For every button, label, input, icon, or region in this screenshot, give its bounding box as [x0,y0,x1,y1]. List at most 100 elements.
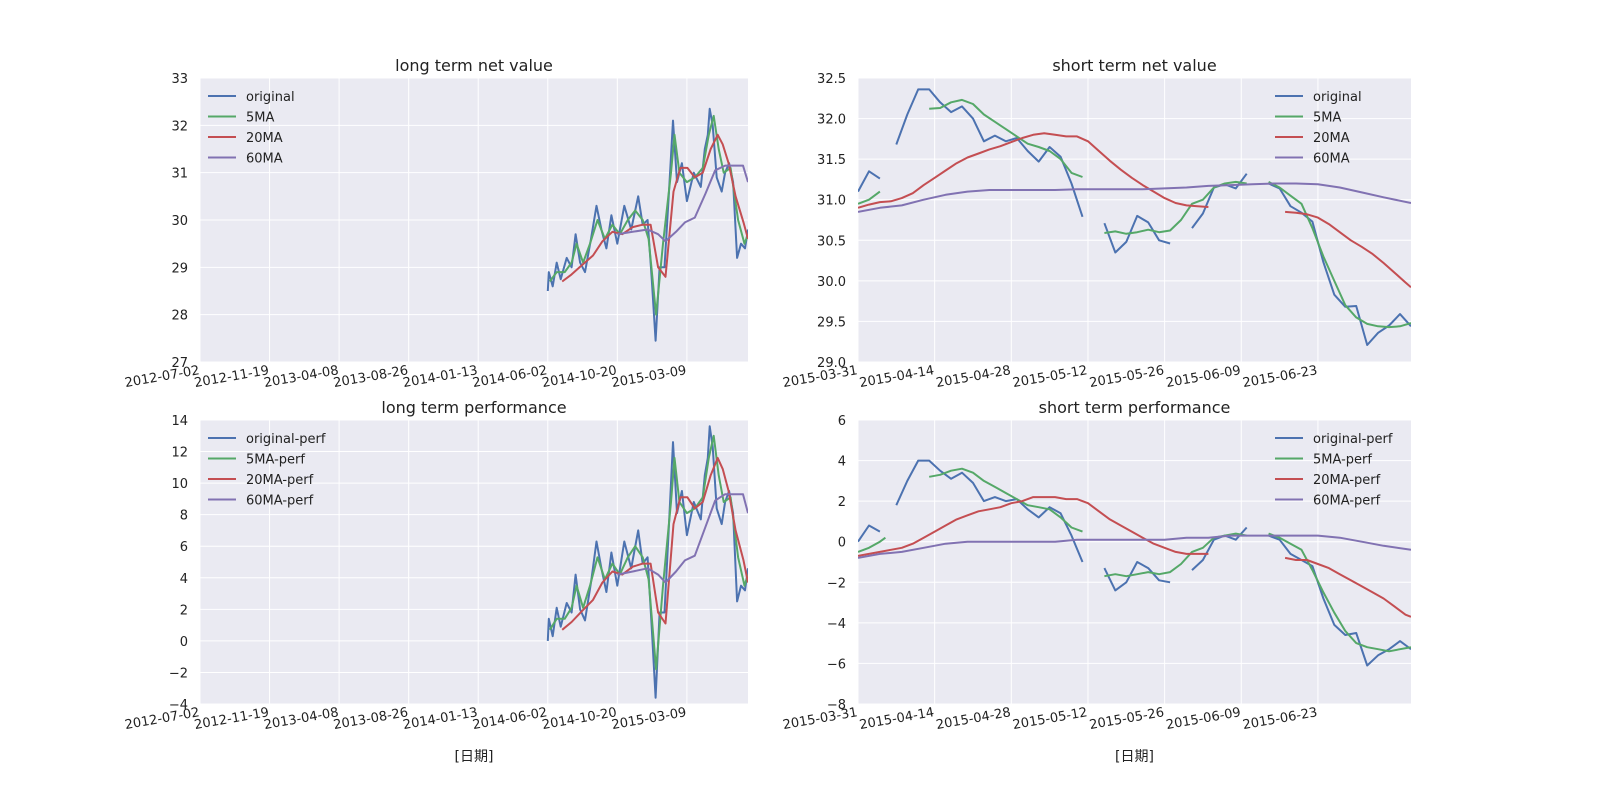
y-tick-label: 29.5 [817,315,846,330]
chart-title: long term net value [395,56,553,75]
x-tick-label: 2012-11-19 [193,705,270,733]
y-tick-label: 31.0 [817,194,846,209]
x-tick-label: 2013-04-08 [263,705,340,733]
x-tick-label: 2015-04-28 [935,705,1012,733]
y-tick-label: −6 [827,657,846,672]
legend: original-perf 5MA-perf 20MA-perf 60MA-perf [208,432,326,509]
series-group [546,425,748,699]
y-tick-label: −4 [169,698,188,713]
series-line-20MA-perf [1284,556,1411,618]
y-tick-label: 2 [180,603,188,618]
series-line-original-perf [895,459,1084,563]
x-tick-label: 2014-01-13 [402,363,479,391]
legend-label: 20MA-perf [246,473,314,488]
series-line-5MA-perf [548,434,748,671]
x-tick-label: 2014-01-13 [402,705,479,733]
x-tick-label: 2015-05-26 [1088,705,1165,733]
legend: original 5MA 20MA 60MA [208,90,295,167]
y-tick-label: 32.5 [817,72,846,87]
x-tick-label: 2014-10-20 [541,363,618,391]
y-tick-label: 32 [171,119,188,134]
series-line-original-perf [858,524,881,543]
x-tick-label: 2014-06-02 [471,705,548,733]
y-tick-label: 29.0 [817,356,846,371]
series-line-5MA [1104,180,1247,235]
series-group [858,459,1411,667]
x-tick-label: 2014-10-20 [541,705,618,733]
y-tick-label: 30 [171,214,188,229]
x-tick-label: 2014-06-02 [471,363,548,391]
legend-label: 20MA [1313,131,1350,146]
legend: original 5MA 20MA 60MA [1275,90,1362,167]
y-tick-label: 4 [180,572,188,587]
series-line-20MA [561,133,748,283]
series-line-20MA-perf [858,496,1209,557]
short-net-panel: 29.029.530.030.531.031.532.032.52015-03-… [782,56,1411,391]
long-perf-panel: −4−2024681012142012-07-022012-11-192013-… [124,398,748,765]
legend: original-perf 5MA-perf 20MA-perf 60MA-perf [1275,432,1393,509]
x-tick-label: 2012-07-02 [124,363,201,391]
y-tick-label: 31.5 [817,153,846,168]
series-line-60MA [617,164,748,243]
y-tick-label: 6 [180,540,188,555]
y-tick-label: 30.5 [817,234,846,249]
legend-label: 5MA [246,111,274,126]
legend-label: original [246,90,295,105]
long-net-panel: 272829303132332012-07-022012-11-192013-0… [124,56,748,391]
y-tick-label: −2 [827,576,846,591]
series-line-5MA [548,114,748,316]
x-tick-label: 2015-05-12 [1012,363,1089,391]
legend-label: original-perf [246,432,326,447]
y-tick-label: 14 [171,414,188,429]
legend-label: original-perf [1313,432,1393,447]
y-tick-label: 12 [171,446,188,461]
chart-title: short term net value [1052,56,1216,75]
series-line-original-perf [1103,561,1171,592]
series-line-60MA-perf [617,493,748,584]
x-tick-label: 2015-03-09 [611,705,688,733]
y-tick-label: 28 [171,309,188,324]
legend-label: 60MA-perf [1313,494,1381,509]
x-tick-label: 2015-04-14 [858,705,935,733]
y-tick-label: 6 [838,414,846,429]
y-tick-label: −4 [827,617,846,632]
x-axis-label: [日期] [1115,749,1154,765]
short-perf-panel: −8 −6 −4 −2 0 2 4 6 2015-03-31 2015-04-14 2015-04-… [782,398,1411,765]
y-tick-label: 32.0 [817,113,846,128]
series-line-5MA [1268,181,1411,329]
x-tick-label: 2015-06-09 [1165,363,1242,391]
y-tick-label: 27 [171,356,188,371]
y-tick-label: 0 [838,536,846,551]
series-line-5MA-perf [858,536,886,553]
y-tick-label: 8 [180,509,188,524]
legend-label: 60MA-perf [246,494,314,509]
series-group [546,107,748,342]
series-line-original [858,170,881,193]
y-tick-label: 2 [838,495,846,510]
series-group [858,88,1411,346]
series-line-60MA-perf [858,534,1411,559]
x-tick-label: 2015-04-28 [935,363,1012,391]
x-tick-label: 2015-03-31 [782,705,859,733]
series-line-60MA [858,182,1411,213]
plot-background [858,420,1411,704]
x-tick-label: 2015-05-12 [1012,705,1089,733]
x-tick-label: 2012-07-02 [124,705,201,733]
legend-label: 5MA-perf [246,453,305,468]
series-line-5MA [929,98,1083,178]
chart-title: long term performance [381,398,566,417]
x-tick-label: 2015-06-09 [1165,705,1242,733]
y-tick-label: 4 [838,455,846,470]
y-tick-label: −2 [169,666,188,681]
y-tick-label: −8 [827,698,846,713]
legend-label: original [1313,90,1362,105]
chart-title: short term performance [1039,398,1231,417]
x-tick-label: 2015-06-23 [1242,705,1319,733]
y-tick-label: 29 [171,261,188,276]
y-tick-label: 33 [171,72,188,87]
y-tick-label: 30.0 [817,275,846,290]
y-tick-label: 0 [180,635,188,650]
series-line-original [1103,214,1171,254]
legend-label: 60MA [246,152,283,167]
